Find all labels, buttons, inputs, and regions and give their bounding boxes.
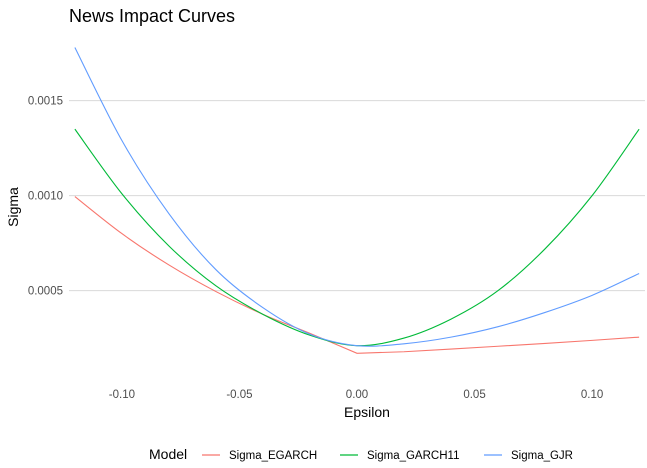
x-tick-label: -0.05 xyxy=(226,389,252,401)
series-line-sigma-egarch xyxy=(74,196,640,354)
y-tick-label: 0.0010 xyxy=(28,191,63,203)
x-tick-label: 0.00 xyxy=(346,389,368,401)
chart-title: News Impact Curves xyxy=(69,6,235,26)
grid-lines xyxy=(69,100,645,292)
y-axis-label: Sigma xyxy=(5,187,21,227)
legend-title: Model xyxy=(149,446,187,462)
series-lines xyxy=(74,47,640,354)
y-tick-label: 0.0015 xyxy=(28,96,63,108)
x-tick-label: 0.05 xyxy=(463,389,485,401)
y-tick-label: 0.0005 xyxy=(28,286,63,298)
x-tick-label: -0.10 xyxy=(109,389,135,401)
legend-label: Sigma_EGARCH xyxy=(229,450,317,462)
y-axis-ticks: 0.0005 0.0010 0.0015 xyxy=(28,96,63,298)
x-tick-label: 0.10 xyxy=(581,389,603,401)
series-line-sigma-gjr xyxy=(74,47,640,347)
legend: Model Sigma_EGARCH Sigma_GARCH11 Sigma_GJR xyxy=(149,446,573,462)
legend-label: Sigma_GARCH11 xyxy=(367,450,459,462)
x-axis-ticks: -0.10 -0.05 0.00 0.05 0.10 xyxy=(109,389,604,401)
series-line-sigma-garch11 xyxy=(74,128,640,347)
x-axis-label: Epsilon xyxy=(344,404,390,420)
legend-label: Sigma_GJR xyxy=(511,450,573,462)
